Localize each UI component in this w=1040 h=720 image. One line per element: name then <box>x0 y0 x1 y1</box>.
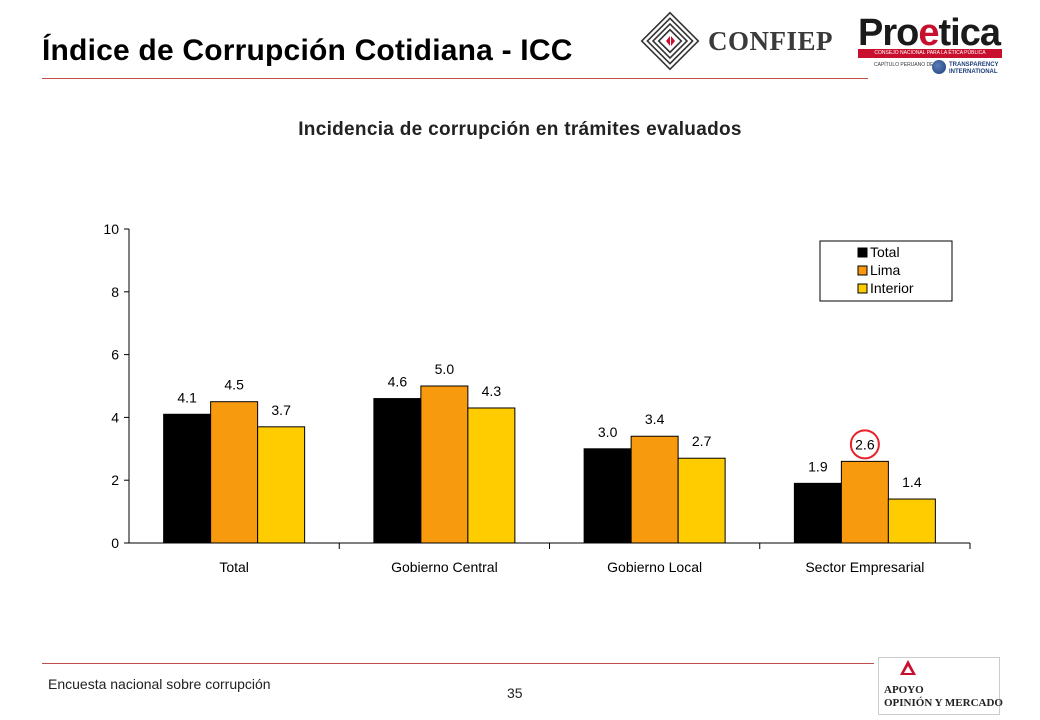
apoyo-wordmark: APOYO OPINIÓN Y MERCADO <box>884 684 1003 709</box>
footer-source: Encuesta nacional sobre corrupción <box>48 676 271 692</box>
legend-label-interior: Interior <box>870 280 914 296</box>
data-label-lima-total: 4.5 <box>224 377 244 393</box>
legend-swatch-interior <box>857 283 868 294</box>
proetica-wordmark: Proetica <box>858 12 1001 54</box>
bar-lima-sector-empresarial <box>840 460 889 544</box>
data-label-interior-gobierno-central: 4.3 <box>482 383 502 399</box>
legend-label-total: Total <box>870 244 900 260</box>
transparency-wordmark: TRANSPARENCY INTERNATIONAL <box>949 62 999 75</box>
y-tick-label: 8 <box>111 284 119 300</box>
confiep-logo <box>640 11 700 71</box>
proetica-band: CONSEJO NACIONAL PARA LA ÉTICA PÚBLICA <box>858 49 1002 58</box>
bar-total-sector-empresarial <box>793 482 842 544</box>
y-tick-label: 6 <box>111 347 119 363</box>
proetica-subtitle: CAPÍTULO PERUANO DE <box>874 62 934 68</box>
data-label-interior-sector-empresarial: 1.4 <box>902 474 922 490</box>
x-tick-label-total: Total <box>219 559 249 575</box>
y-tick-label: 10 <box>103 221 119 237</box>
bar-interior-sector-empresarial <box>887 498 936 544</box>
highlight-circle <box>849 429 880 460</box>
y-tick-label: 0 <box>111 535 119 551</box>
page-number: 35 <box>507 685 523 701</box>
data-label-lima-gobierno-local: 3.4 <box>645 411 665 427</box>
data-label-interior-total: 3.7 <box>271 402 291 418</box>
data-label-total-gobierno-central: 4.6 <box>388 374 408 390</box>
bar-total-gobierno-central <box>373 398 422 544</box>
legend-swatch-total <box>857 247 868 258</box>
bar-lima-total <box>210 401 259 544</box>
legend-label-lima: Lima <box>870 262 901 278</box>
legend-swatch-lima <box>857 265 868 276</box>
y-tick-label: 2 <box>111 472 119 488</box>
footer-divider <box>42 663 874 664</box>
bar-interior-total <box>257 426 306 544</box>
data-label-lima-gobierno-central: 5.0 <box>435 361 455 377</box>
bar-total-gobierno-local <box>583 448 632 544</box>
chart-title: Incidencia de corrupción en trámites eva… <box>298 119 742 140</box>
x-tick-label-gobierno-local: Gobierno Local <box>607 559 702 575</box>
transparency-globe-icon <box>932 60 946 74</box>
legend-box <box>819 240 953 302</box>
data-label-lima-sector-empresarial: 2.6 <box>855 436 875 452</box>
y-tick-label: 4 <box>111 409 119 425</box>
bar-interior-gobierno-central <box>467 407 516 544</box>
data-label-total-sector-empresarial: 1.9 <box>808 458 828 474</box>
apoyo-logo <box>878 657 1000 715</box>
data-label-total-gobierno-local: 3.0 <box>598 424 618 440</box>
bar-total-total <box>163 413 212 544</box>
data-label-total-total: 4.1 <box>177 389 197 405</box>
slide-title: Índice de Corrupción Cotidiana - ICC <box>42 34 573 67</box>
data-label-interior-gobierno-local: 2.7 <box>692 433 712 449</box>
title-divider <box>42 78 868 79</box>
bar-lima-gobierno-local <box>630 435 679 544</box>
bar-interior-gobierno-local <box>677 457 726 544</box>
confiep-wordmark: CONFIEP <box>708 26 833 56</box>
x-tick-label-sector-empresarial: Sector Empresarial <box>805 559 924 575</box>
bar-lima-gobierno-central <box>420 385 469 544</box>
x-tick-label-gobierno-central: Gobierno Central <box>391 559 498 575</box>
